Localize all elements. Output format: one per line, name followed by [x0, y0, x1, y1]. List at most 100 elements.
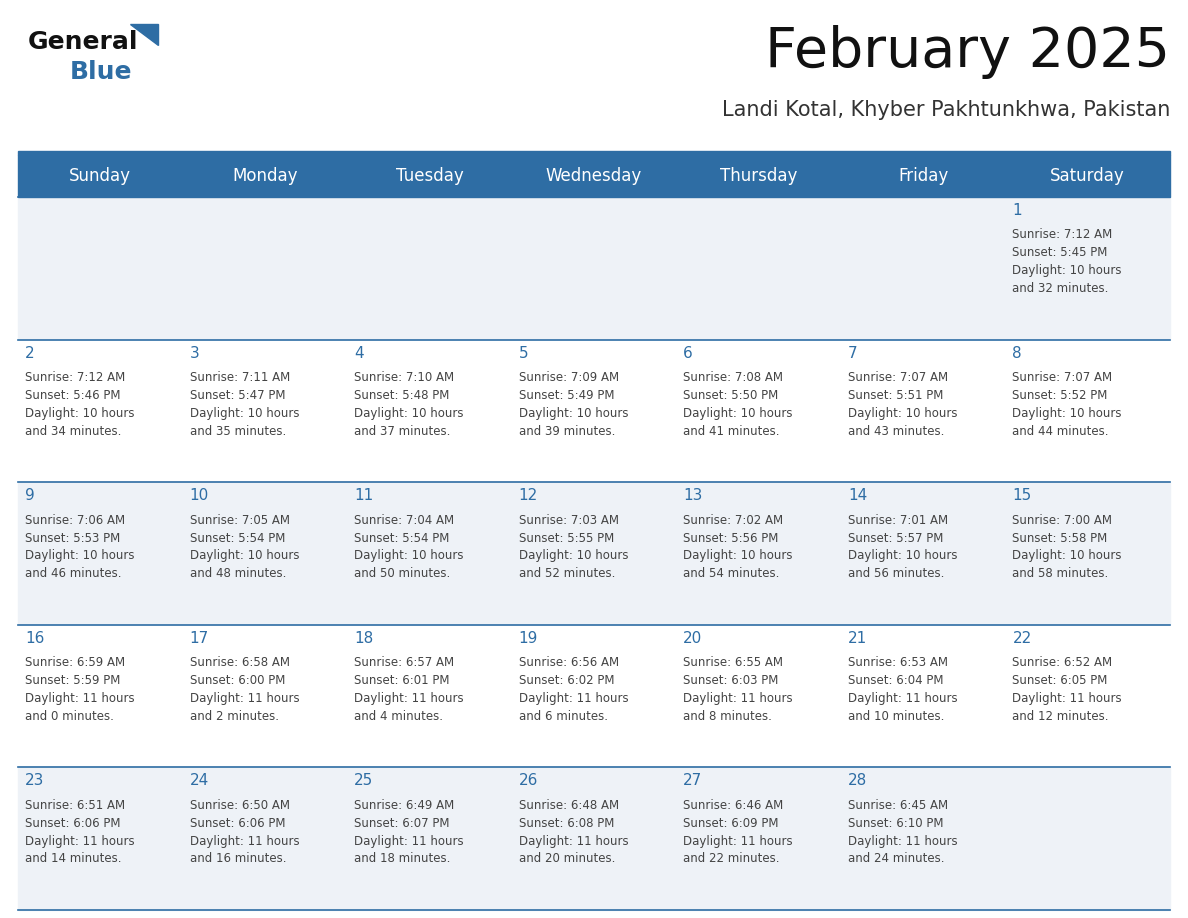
Text: Sunset: 5:55 PM: Sunset: 5:55 PM [519, 532, 614, 544]
Text: Daylight: 10 hours: Daylight: 10 hours [848, 549, 958, 563]
Text: Daylight: 10 hours: Daylight: 10 hours [190, 549, 299, 563]
Text: Daylight: 11 hours: Daylight: 11 hours [519, 692, 628, 705]
Text: Sunrise: 7:07 AM: Sunrise: 7:07 AM [848, 371, 948, 384]
Text: February 2025: February 2025 [765, 25, 1170, 79]
Text: 10: 10 [190, 488, 209, 503]
Text: Sunrise: 7:09 AM: Sunrise: 7:09 AM [519, 371, 619, 384]
Text: 26: 26 [519, 773, 538, 789]
Text: Sunrise: 6:57 AM: Sunrise: 6:57 AM [354, 656, 454, 669]
Text: Sunrise: 6:59 AM: Sunrise: 6:59 AM [25, 656, 125, 669]
Text: 7: 7 [848, 345, 858, 361]
Text: Sunset: 6:03 PM: Sunset: 6:03 PM [683, 674, 778, 688]
Text: and 10 minutes.: and 10 minutes. [848, 710, 944, 722]
Polygon shape [129, 24, 158, 45]
Text: and 34 minutes.: and 34 minutes. [25, 425, 121, 438]
Bar [18, 197, 1170, 340]
Text: Sunday: Sunday [69, 167, 132, 185]
Text: 18: 18 [354, 631, 373, 645]
Text: 21: 21 [848, 631, 867, 645]
Text: Sunrise: 7:01 AM: Sunrise: 7:01 AM [848, 514, 948, 527]
Text: Sunset: 5:56 PM: Sunset: 5:56 PM [683, 532, 778, 544]
Text: Sunset: 5:53 PM: Sunset: 5:53 PM [25, 532, 120, 544]
Text: Daylight: 10 hours: Daylight: 10 hours [25, 407, 134, 420]
Text: Daylight: 11 hours: Daylight: 11 hours [683, 692, 792, 705]
Text: Sunrise: 7:08 AM: Sunrise: 7:08 AM [683, 371, 783, 384]
Text: 11: 11 [354, 488, 373, 503]
Text: Daylight: 11 hours: Daylight: 11 hours [519, 834, 628, 847]
Text: General: General [29, 30, 139, 54]
Text: and 52 minutes.: and 52 minutes. [519, 567, 615, 580]
Text: and 54 minutes.: and 54 minutes. [683, 567, 779, 580]
Text: and 18 minutes.: and 18 minutes. [354, 853, 450, 866]
Text: 1: 1 [1012, 203, 1022, 218]
Text: 3: 3 [190, 345, 200, 361]
Text: Sunrise: 7:03 AM: Sunrise: 7:03 AM [519, 514, 619, 527]
Text: Sunrise: 6:50 AM: Sunrise: 6:50 AM [190, 799, 290, 812]
Text: and 37 minutes.: and 37 minutes. [354, 425, 450, 438]
Text: Sunset: 6:09 PM: Sunset: 6:09 PM [683, 817, 779, 830]
Text: Sunset: 5:57 PM: Sunset: 5:57 PM [848, 532, 943, 544]
Text: Sunrise: 6:49 AM: Sunrise: 6:49 AM [354, 799, 454, 812]
Text: 5: 5 [519, 345, 529, 361]
Text: Monday: Monday [232, 167, 298, 185]
Text: 20: 20 [683, 631, 702, 645]
Text: Sunset: 5:48 PM: Sunset: 5:48 PM [354, 389, 449, 402]
Text: Sunset: 6:04 PM: Sunset: 6:04 PM [848, 674, 943, 688]
Text: Daylight: 10 hours: Daylight: 10 hours [190, 407, 299, 420]
Text: 24: 24 [190, 773, 209, 789]
Text: Sunset: 5:47 PM: Sunset: 5:47 PM [190, 389, 285, 402]
Text: Sunset: 5:49 PM: Sunset: 5:49 PM [519, 389, 614, 402]
Text: Sunset: 5:54 PM: Sunset: 5:54 PM [354, 532, 449, 544]
Text: Daylight: 10 hours: Daylight: 10 hours [519, 549, 628, 563]
Text: and 22 minutes.: and 22 minutes. [683, 853, 779, 866]
Text: Daylight: 10 hours: Daylight: 10 hours [519, 407, 628, 420]
Text: Sunrise: 6:46 AM: Sunrise: 6:46 AM [683, 799, 784, 812]
Text: Sunset: 6:06 PM: Sunset: 6:06 PM [25, 817, 120, 830]
Text: Landi Kotal, Khyber Pakhtunkhwa, Pakistan: Landi Kotal, Khyber Pakhtunkhwa, Pakista… [721, 100, 1170, 120]
Text: Daylight: 10 hours: Daylight: 10 hours [25, 549, 134, 563]
Text: and 6 minutes.: and 6 minutes. [519, 710, 608, 722]
Text: Sunrise: 7:02 AM: Sunrise: 7:02 AM [683, 514, 783, 527]
Text: and 56 minutes.: and 56 minutes. [848, 567, 944, 580]
Text: Sunset: 5:58 PM: Sunset: 5:58 PM [1012, 532, 1107, 544]
Text: Sunset: 6:08 PM: Sunset: 6:08 PM [519, 817, 614, 830]
Text: Sunrise: 6:56 AM: Sunrise: 6:56 AM [519, 656, 619, 669]
Text: Daylight: 11 hours: Daylight: 11 hours [848, 834, 958, 847]
Text: Saturday: Saturday [1050, 167, 1125, 185]
Bar [18, 482, 1170, 625]
Text: Daylight: 11 hours: Daylight: 11 hours [25, 692, 134, 705]
Text: and 48 minutes.: and 48 minutes. [190, 567, 286, 580]
Text: 17: 17 [190, 631, 209, 645]
Text: Wednesday: Wednesday [545, 167, 643, 185]
Text: Sunrise: 6:52 AM: Sunrise: 6:52 AM [1012, 656, 1112, 669]
Text: and 44 minutes.: and 44 minutes. [1012, 425, 1108, 438]
Text: Daylight: 10 hours: Daylight: 10 hours [1012, 407, 1121, 420]
Text: Thursday: Thursday [720, 167, 797, 185]
Text: Sunrise: 6:48 AM: Sunrise: 6:48 AM [519, 799, 619, 812]
Text: Sunset: 6:06 PM: Sunset: 6:06 PM [190, 817, 285, 830]
Text: 9: 9 [25, 488, 34, 503]
Bar [18, 767, 1170, 910]
Text: Sunset: 6:01 PM: Sunset: 6:01 PM [354, 674, 449, 688]
Text: Sunrise: 7:10 AM: Sunrise: 7:10 AM [354, 371, 454, 384]
Text: Daylight: 11 hours: Daylight: 11 hours [25, 834, 134, 847]
Text: Daylight: 11 hours: Daylight: 11 hours [848, 692, 958, 705]
Text: Daylight: 11 hours: Daylight: 11 hours [683, 834, 792, 847]
Text: 2: 2 [25, 345, 34, 361]
Text: Sunset: 5:46 PM: Sunset: 5:46 PM [25, 389, 120, 402]
Text: 12: 12 [519, 488, 538, 503]
Text: and 39 minutes.: and 39 minutes. [519, 425, 615, 438]
Text: and 24 minutes.: and 24 minutes. [848, 853, 944, 866]
Text: Blue: Blue [70, 60, 133, 84]
Text: Sunrise: 7:04 AM: Sunrise: 7:04 AM [354, 514, 454, 527]
Text: 16: 16 [25, 631, 44, 645]
Text: Sunrise: 6:45 AM: Sunrise: 6:45 AM [848, 799, 948, 812]
Text: 6: 6 [683, 345, 693, 361]
Text: Sunrise: 6:51 AM: Sunrise: 6:51 AM [25, 799, 125, 812]
Text: and 46 minutes.: and 46 minutes. [25, 567, 121, 580]
Text: Sunrise: 7:12 AM: Sunrise: 7:12 AM [1012, 229, 1113, 241]
Text: 4: 4 [354, 345, 364, 361]
Text: 23: 23 [25, 773, 44, 789]
Text: Sunrise: 6:58 AM: Sunrise: 6:58 AM [190, 656, 290, 669]
Text: Daylight: 10 hours: Daylight: 10 hours [354, 407, 463, 420]
